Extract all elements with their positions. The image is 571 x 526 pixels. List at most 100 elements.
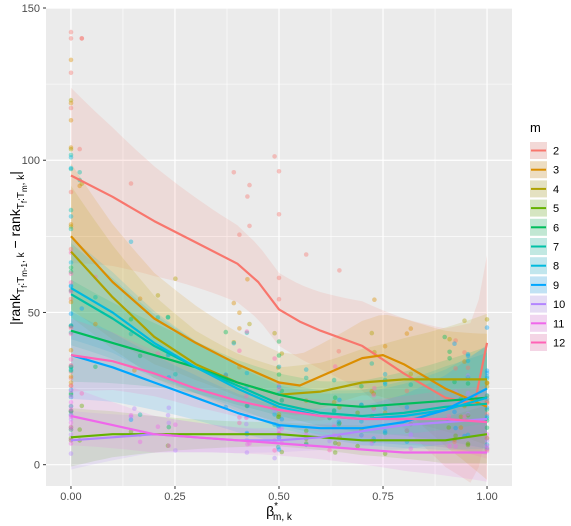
data-point: [68, 323, 74, 328]
data-point: [68, 246, 74, 252]
data-point: [68, 146, 74, 152]
data-point: [484, 407, 490, 412]
data-point: [68, 407, 74, 412]
data-point: [404, 428, 410, 433]
data-point: [458, 425, 464, 430]
data-point: [68, 367, 74, 373]
data-point: [68, 383, 74, 388]
data-point: [68, 394, 74, 399]
data-point: [279, 398, 285, 403]
data-point: [382, 343, 388, 349]
data-point: [244, 403, 250, 409]
data-point: [68, 369, 74, 375]
data-point: [68, 387, 74, 393]
legend-item-10: 10: [530, 295, 565, 313]
data-point: [404, 388, 410, 394]
data-point: [372, 385, 377, 391]
y-axis-title-part: |rank: [7, 293, 23, 325]
data-point: [68, 289, 74, 295]
data-point: [452, 379, 457, 385]
data-point: [369, 441, 375, 447]
data-point: [93, 321, 98, 327]
data-point: [68, 374, 74, 379]
data-point: [408, 432, 414, 438]
data-point: [68, 29, 74, 35]
confidence-band-9: [71, 311, 487, 451]
data-point: [465, 373, 471, 378]
data-point: [155, 424, 161, 430]
y-axis-title-part: m: [20, 185, 29, 192]
data-point: [68, 222, 74, 227]
data-point: [68, 118, 74, 123]
data-point: [484, 425, 490, 431]
data-point: [128, 417, 134, 423]
data-point: [453, 433, 458, 439]
data-point: [336, 421, 342, 427]
legend-label: 7: [553, 242, 559, 254]
data-point: [276, 372, 282, 377]
data-point: [276, 412, 282, 417]
data-point: [484, 445, 490, 451]
smooth-line-2: [70, 174, 489, 405]
data-point: [359, 384, 364, 389]
data-point: [77, 170, 82, 175]
data-point: [79, 391, 85, 396]
data-point: [68, 392, 74, 398]
data-point: [173, 372, 178, 377]
data-point: [68, 380, 74, 385]
data-point: [68, 416, 74, 422]
data-point: [244, 421, 249, 427]
data-point: [382, 382, 388, 387]
legend-item-6: 6: [530, 218, 559, 236]
data-point: [276, 427, 282, 432]
data-point: [93, 364, 98, 370]
y-axis-title-part: :T: [16, 277, 27, 286]
data-point: [371, 391, 377, 396]
data-point: [303, 375, 309, 381]
data-point: [68, 207, 74, 213]
data-point: [331, 377, 337, 383]
data-point: [359, 433, 364, 439]
confidence-band-8: [71, 237, 487, 451]
data-point: [327, 447, 332, 453]
data-point: [279, 398, 285, 403]
data-point: [279, 416, 285, 422]
data-point: [462, 318, 467, 324]
legend: 2 3 4 5 6 7 8 9 10 11 12: [530, 142, 565, 351]
legend-item-9: 9: [530, 276, 559, 294]
data-point: [453, 444, 458, 449]
data-point: [276, 435, 282, 440]
data-point: [247, 321, 252, 327]
data-point: [465, 390, 471, 396]
smooth-line-6: [70, 329, 488, 408]
data-point: [237, 348, 242, 354]
data-point: [327, 438, 332, 444]
y-axis-title: |rankTf:Tm-1, k − rankTf:Tm, k|: [7, 171, 29, 325]
data-point: [128, 316, 134, 322]
data-point: [465, 351, 471, 357]
data-point: [276, 275, 282, 281]
x-tick-label: 0.75: [372, 491, 393, 503]
data-point: [68, 408, 74, 414]
data-point: [465, 442, 471, 448]
data-point: [404, 405, 410, 410]
data-point: [68, 451, 74, 456]
data-point: [137, 296, 143, 302]
data-point: [247, 182, 252, 188]
data-point: [245, 194, 250, 199]
data-point: [68, 409, 74, 414]
data-point: [337, 268, 342, 273]
y-axis-ticks: 0 50 100 150: [22, 3, 46, 472]
y-axis-title-part: f: [20, 285, 29, 288]
data-point: [484, 435, 490, 441]
data-point: [68, 432, 74, 437]
data-point: [68, 375, 74, 381]
x-axis-title-sup: *: [274, 501, 278, 512]
x-axis-title: β* m, k: [266, 501, 293, 523]
data-point: [77, 146, 82, 152]
confidence-band-10: [71, 389, 487, 470]
data-point: [484, 374, 490, 379]
data-point: [462, 414, 467, 419]
confidence-band-12: [71, 318, 487, 459]
